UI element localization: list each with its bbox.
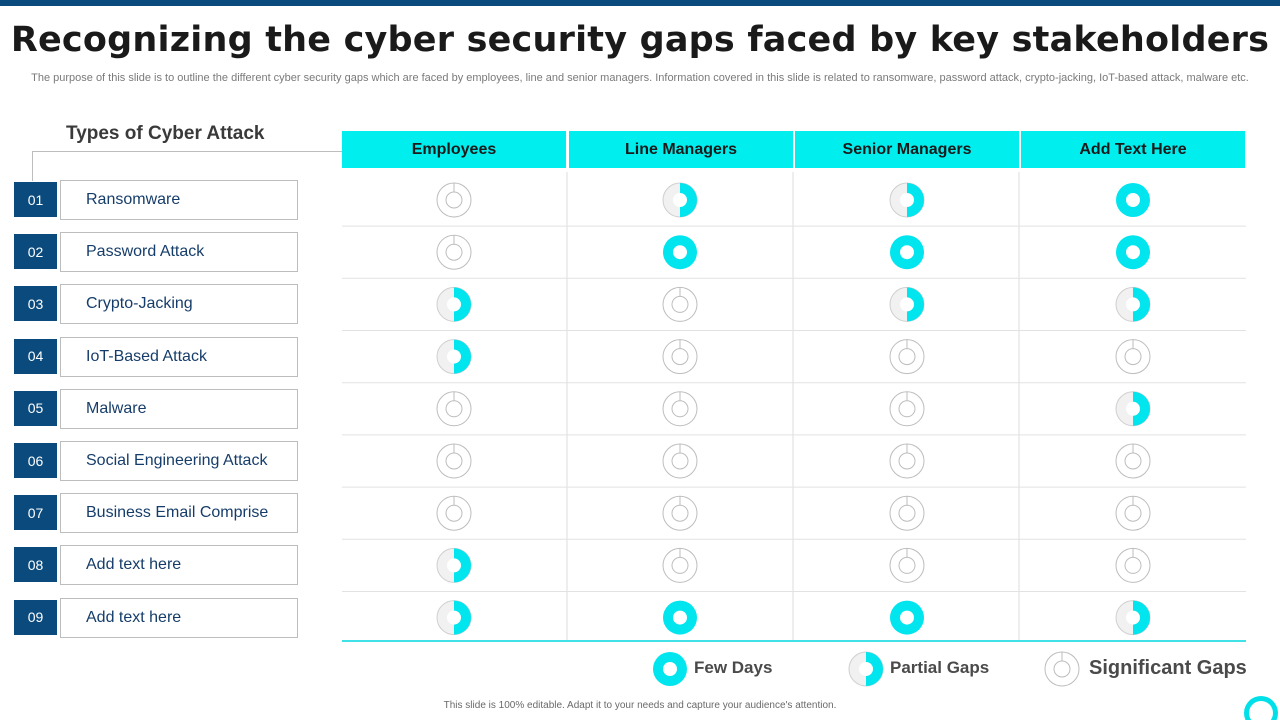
row-number-09: 09 — [14, 599, 57, 635]
row-number-02: 02 — [14, 234, 57, 270]
top-accent-bar — [0, 0, 1280, 6]
legend-label: Partial Gaps — [890, 658, 990, 678]
attack-type-label: Social Engineering Attack — [60, 441, 298, 481]
gap-indicator-empty-icon — [436, 182, 472, 218]
gap-indicator-empty-icon — [662, 443, 698, 479]
gap-indicator-empty-icon — [1115, 443, 1151, 479]
legend-empty-icon — [1044, 651, 1080, 687]
row-number-07: 07 — [14, 495, 57, 531]
column-header: Line Managers — [569, 131, 793, 168]
column-header: Employees — [342, 131, 566, 168]
attack-type-label: Crypto-Jacking — [60, 284, 298, 325]
attack-type-label: Ransomware — [60, 180, 298, 220]
gap-indicator-partial-icon — [1115, 391, 1151, 427]
gap-indicator-partial-icon — [889, 182, 925, 218]
legend-label: Few Days — [694, 658, 773, 678]
column-header: Add Text Here — [1021, 131, 1245, 168]
types-heading: Types of Cyber Attack — [66, 123, 265, 144]
gap-indicator-empty-icon — [436, 443, 472, 479]
attack-type-label: Add text here — [60, 545, 298, 586]
row-number-05: 05 — [14, 390, 57, 426]
gap-indicator-partial-icon — [889, 286, 925, 322]
column-header: Senior Managers — [795, 131, 1019, 168]
row-number-04: 04 — [14, 338, 57, 374]
attack-type-label: IoT-Based Attack — [60, 336, 298, 377]
gap-indicator-empty-icon — [436, 391, 472, 427]
gap-indicator-partial-icon — [1115, 286, 1151, 322]
gap-indicator-full-icon — [890, 235, 924, 270]
page-title: Recognizing the cyber security gaps face… — [10, 20, 1270, 60]
gap-indicator-partial-icon — [662, 182, 698, 218]
gap-indicator-partial-icon — [436, 339, 472, 375]
row-number-03: 03 — [14, 286, 57, 322]
gap-indicator-full-icon — [1116, 235, 1150, 270]
gap-indicator-empty-icon — [662, 495, 698, 531]
legend-label: Significant Gaps — [1089, 656, 1247, 679]
gap-indicator-empty-icon — [889, 339, 925, 375]
attack-type-label: Add text here — [60, 597, 298, 638]
attack-type-label: Password Attack — [60, 232, 298, 273]
footer-note: This slide is 100% editable. Adapt it to… — [443, 700, 837, 711]
gap-indicator-full-icon — [663, 600, 697, 635]
connector-line — [32, 151, 342, 152]
gap-indicator-empty-icon — [1115, 547, 1151, 583]
gap-indicator-full-icon — [663, 235, 697, 270]
gap-indicator-full-icon — [890, 600, 924, 635]
gap-indicator-empty-icon — [662, 391, 698, 427]
legend-partial-icon — [848, 651, 884, 687]
gap-indicator-empty-icon — [436, 495, 472, 531]
row-number-08: 08 — [14, 547, 57, 583]
gap-indicator-empty-icon — [889, 547, 925, 583]
gap-indicator-empty-icon — [889, 443, 925, 479]
gap-indicator-empty-icon — [1115, 495, 1151, 531]
attack-type-label: Business Email Comprise — [60, 493, 298, 534]
corner-decoration-icon — [1244, 696, 1278, 720]
gap-indicator-full-icon — [1116, 183, 1150, 217]
legend-full-icon — [653, 652, 687, 686]
connector-line-vertical — [32, 151, 33, 181]
gap-indicator-partial-icon — [436, 600, 472, 636]
row-number-06: 06 — [14, 443, 57, 478]
gap-indicator-empty-icon — [662, 286, 698, 322]
attack-type-label: Malware — [60, 388, 298, 429]
gap-indicator-partial-icon — [1115, 600, 1151, 636]
gap-indicator-empty-icon — [1115, 339, 1151, 375]
gap-indicator-partial-icon — [436, 286, 472, 322]
page-subtitle: The purpose of this slide is to outline … — [31, 72, 1249, 84]
gap-indicator-empty-icon — [436, 234, 472, 270]
gap-indicator-partial-icon — [436, 547, 472, 583]
gap-indicator-empty-icon — [889, 391, 925, 427]
gap-indicator-empty-icon — [662, 547, 698, 583]
row-number-01: 01 — [14, 182, 57, 217]
gap-indicator-empty-icon — [662, 339, 698, 375]
gap-indicator-empty-icon — [889, 495, 925, 531]
